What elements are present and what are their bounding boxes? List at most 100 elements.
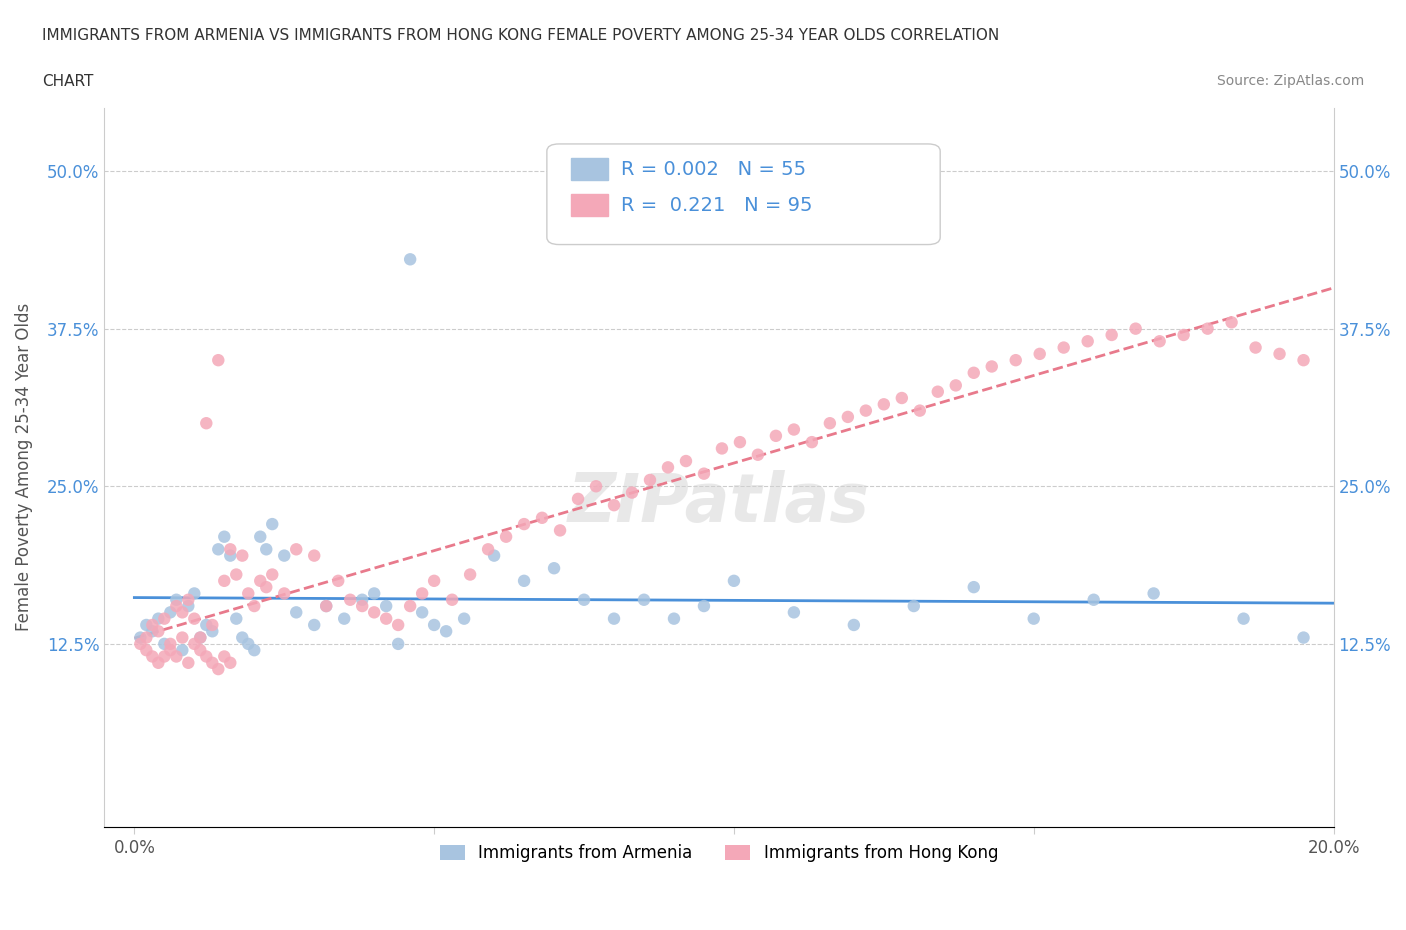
Point	[207, 352, 229, 367]
Point	[177, 599, 200, 614]
FancyBboxPatch shape	[547, 144, 941, 245]
Point	[1022, 611, 1045, 626]
Point	[1197, 321, 1219, 336]
Point	[842, 618, 865, 632]
Point	[423, 574, 446, 589]
Point	[339, 592, 361, 607]
Point	[621, 485, 644, 500]
Point	[238, 586, 260, 601]
Point	[603, 498, 626, 512]
Point	[141, 649, 163, 664]
Point	[254, 579, 277, 594]
Point	[165, 592, 187, 607]
Point	[188, 631, 211, 645]
Text: Source: ZipAtlas.com: Source: ZipAtlas.com	[1216, 74, 1364, 88]
Point	[1292, 352, 1315, 367]
Point	[945, 378, 967, 392]
Point	[513, 517, 536, 532]
Point	[1292, 631, 1315, 645]
Point	[201, 624, 224, 639]
Point	[1268, 347, 1291, 362]
Point	[238, 636, 260, 651]
Point	[662, 611, 685, 626]
Point	[231, 631, 253, 645]
Point	[195, 416, 218, 431]
Point	[231, 548, 253, 563]
Text: IMMIGRANTS FROM ARMENIA VS IMMIGRANTS FROM HONG KONG FEMALE POVERTY AMONG 25-34 : IMMIGRANTS FROM ARMENIA VS IMMIGRANTS FR…	[42, 28, 1000, 43]
Point	[963, 579, 986, 594]
Point	[302, 618, 325, 632]
Point	[765, 429, 787, 444]
Point	[177, 656, 200, 671]
Point	[1220, 315, 1243, 330]
Point	[135, 631, 157, 645]
Point	[548, 523, 571, 538]
Point	[1173, 327, 1195, 342]
Y-axis label: Female Poverty Among 25-34 Year Olds: Female Poverty Among 25-34 Year Olds	[15, 303, 32, 631]
Bar	[571, 194, 609, 216]
Point	[1083, 592, 1105, 607]
Point	[273, 586, 295, 601]
Point	[657, 460, 679, 475]
Point	[129, 636, 152, 651]
Point	[1028, 347, 1050, 362]
Point	[159, 636, 181, 651]
Point	[585, 479, 607, 494]
Text: ZIPatlas: ZIPatlas	[568, 471, 870, 537]
Point	[249, 574, 271, 589]
Point	[477, 542, 499, 557]
Point	[1125, 321, 1147, 336]
Point	[177, 592, 200, 607]
Point	[908, 404, 931, 418]
Point	[783, 422, 806, 437]
Text: CHART: CHART	[42, 74, 94, 89]
Point	[375, 611, 398, 626]
Point	[201, 656, 224, 671]
Point	[543, 561, 565, 576]
Text: R =  0.221   N = 95: R = 0.221 N = 95	[620, 195, 813, 215]
Point	[219, 656, 242, 671]
Point	[482, 548, 505, 563]
Point	[207, 661, 229, 676]
Point	[603, 611, 626, 626]
Point	[1244, 340, 1267, 355]
Point	[1101, 327, 1123, 342]
Point	[135, 643, 157, 658]
Point	[201, 618, 224, 632]
Point	[710, 441, 733, 456]
Point	[723, 574, 745, 589]
Point	[1232, 611, 1254, 626]
Point	[225, 567, 247, 582]
Point	[572, 592, 595, 607]
Point	[333, 611, 356, 626]
Bar	[571, 158, 609, 179]
Point	[1149, 334, 1171, 349]
Point	[638, 472, 661, 487]
Point	[302, 548, 325, 563]
Point	[285, 604, 308, 619]
Point	[219, 548, 242, 563]
Point	[363, 604, 385, 619]
Point	[375, 599, 398, 614]
Point	[633, 592, 655, 607]
Point	[352, 592, 374, 607]
Point	[458, 567, 481, 582]
Point	[800, 434, 823, 449]
Point	[927, 384, 949, 399]
Point	[254, 542, 277, 557]
Point	[873, 397, 896, 412]
Point	[285, 542, 308, 557]
Point	[262, 567, 284, 582]
Text: R = 0.002   N = 55: R = 0.002 N = 55	[620, 160, 806, 179]
Point	[903, 599, 925, 614]
Point	[165, 649, 187, 664]
Point	[328, 574, 350, 589]
Point	[183, 611, 205, 626]
Point	[352, 599, 374, 614]
Point	[411, 586, 433, 601]
Point	[172, 631, 194, 645]
Point	[165, 599, 187, 614]
Point	[818, 416, 841, 431]
Point	[172, 643, 194, 658]
Point	[1053, 340, 1076, 355]
